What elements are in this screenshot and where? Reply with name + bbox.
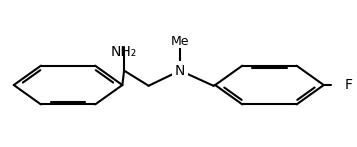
Text: N: N xyxy=(175,64,185,78)
Text: F: F xyxy=(345,78,353,92)
Text: Me: Me xyxy=(171,35,189,47)
Text: NH₂: NH₂ xyxy=(111,45,137,59)
